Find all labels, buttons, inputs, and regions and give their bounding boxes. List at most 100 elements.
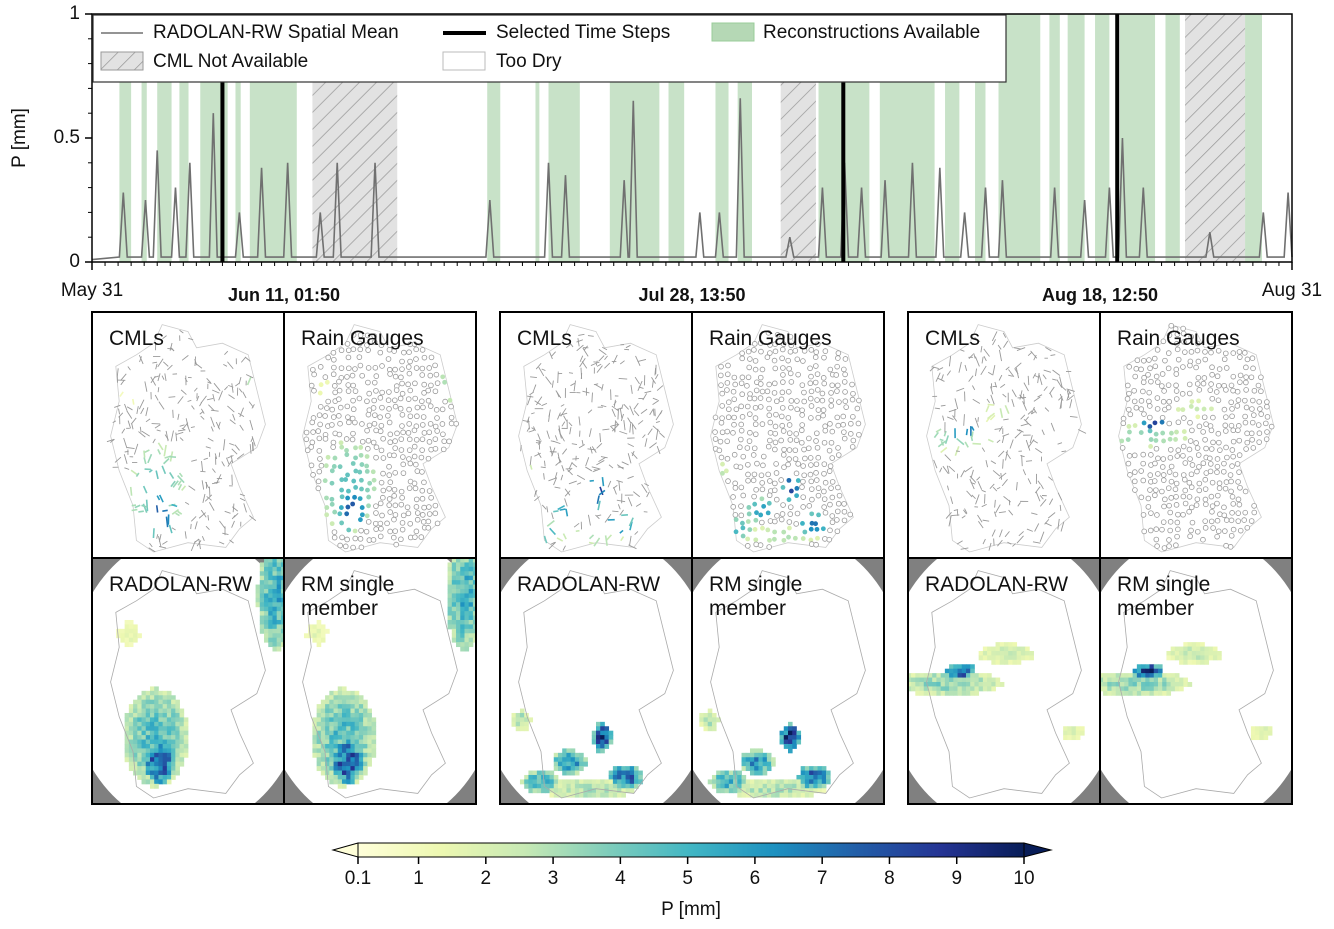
rain-cell [477, 624, 482, 629]
cml-link [557, 413, 560, 420]
cml-link [1031, 513, 1037, 515]
cml-link [1002, 434, 1009, 437]
rain-gauge [753, 527, 758, 532]
rain-gauge [1224, 445, 1229, 450]
cml-link [214, 482, 220, 483]
rain-cell [1188, 647, 1193, 652]
rain-cell [355, 704, 360, 709]
rain-cell [167, 735, 172, 740]
rain-cell [163, 717, 168, 722]
rain-cell [1166, 686, 1171, 691]
cml-link [999, 473, 1006, 479]
rain-cell [264, 620, 269, 625]
rain-cell [1171, 651, 1176, 656]
rain-gauge [1187, 391, 1192, 396]
rain-cell [146, 695, 151, 700]
rain-gauge [1176, 420, 1181, 425]
rain-cell [277, 620, 282, 625]
rain-cell [583, 762, 588, 767]
rain-cell [133, 744, 138, 749]
rain-gauge [1230, 448, 1235, 453]
cml-link [602, 429, 609, 430]
rain-cell [272, 576, 277, 581]
rain-gauge [809, 389, 814, 394]
rain-cell [1175, 655, 1180, 660]
rain-cell [1145, 673, 1150, 678]
rain-cell [456, 589, 461, 594]
rain-cell [737, 784, 742, 789]
rain-cell [469, 633, 474, 638]
cml-link [538, 434, 541, 441]
cml-link [641, 409, 647, 413]
rain-gauge [815, 536, 820, 541]
colorbar-label: P [mm] [661, 899, 721, 920]
rain-cell [317, 726, 322, 731]
rain-gauge [345, 505, 350, 510]
rain-gauge [1167, 470, 1172, 475]
rain-gauge [773, 431, 778, 436]
rain-cell [167, 771, 172, 776]
rain-cell [1145, 691, 1150, 696]
rain-cell [1158, 678, 1163, 683]
rain-cell [1128, 673, 1133, 678]
rain-gauge [339, 488, 344, 493]
rain-cell [277, 629, 282, 634]
rain-cell [1192, 655, 1197, 660]
rain-gauge [1181, 453, 1186, 458]
rain-cell [617, 779, 622, 784]
rain-cell [180, 722, 185, 727]
rain-cell [533, 779, 538, 784]
rain-gauge [1215, 493, 1220, 498]
rain-cell [1000, 642, 1005, 647]
rain-cell [958, 673, 963, 678]
rain-gauge [400, 391, 405, 396]
cml-link [999, 512, 1006, 513]
rain-cell [970, 664, 975, 669]
cml-link [228, 395, 234, 399]
rain-gauge [426, 398, 431, 403]
rain-gauge [732, 452, 737, 457]
rain-cell [260, 580, 265, 585]
rain-gauge [388, 432, 393, 437]
rain-gauge [843, 390, 848, 395]
rain-cell [163, 695, 168, 700]
cml-link [1041, 485, 1043, 489]
rain-gauge [1189, 349, 1194, 354]
rain-gauge [413, 462, 418, 467]
rain-gauge [768, 430, 773, 435]
cml-link [157, 534, 158, 538]
cml-link [590, 535, 594, 539]
rain-cell [533, 771, 538, 776]
rain-cell [1154, 682, 1159, 687]
rain-gauge [392, 453, 397, 458]
rain-cell [477, 580, 482, 585]
rain-gauge [1222, 407, 1227, 412]
rain-cell [167, 700, 172, 705]
rain-gauge [344, 511, 349, 516]
rain-gauge [379, 526, 384, 531]
rain-gauge [337, 379, 342, 384]
rain-cell [350, 717, 355, 722]
rain-cell [452, 562, 457, 567]
rain-cell [754, 784, 759, 789]
rain-cell [1196, 647, 1201, 652]
rain-gauge [766, 511, 771, 516]
rain-gauge [429, 355, 434, 360]
rain-cell [562, 748, 567, 753]
rain-gauge [449, 404, 454, 409]
rain-cell [163, 691, 168, 696]
rain-cell [1000, 651, 1005, 656]
rain-cell [915, 691, 920, 696]
cml-link [966, 429, 967, 435]
cml-link [127, 411, 132, 419]
rain-cell [175, 726, 180, 731]
cml-link [181, 390, 186, 395]
rain-gauge [433, 511, 438, 516]
rain-gauge [1195, 382, 1200, 387]
rain-cell [264, 611, 269, 616]
cml-link [158, 443, 163, 450]
rain-gauge [1203, 502, 1208, 507]
rain-cell [137, 748, 142, 753]
rain-cell [277, 616, 282, 621]
rain-gauge [781, 530, 786, 535]
